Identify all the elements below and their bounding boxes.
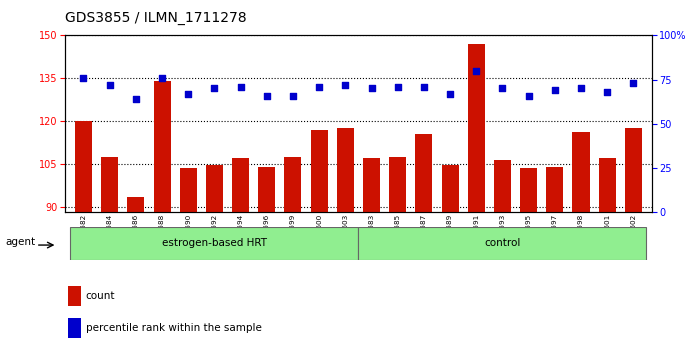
Point [130,96,141,102]
Point [209,86,220,91]
Point [549,87,560,93]
Bar [494,160,511,212]
Bar [68,318,81,338]
Bar [416,134,432,212]
Point [628,80,639,86]
Point [156,75,167,81]
Point [392,84,403,90]
Point [287,93,298,98]
Bar [285,157,301,212]
Bar [75,121,92,212]
Bar [442,165,458,212]
Point [523,93,534,98]
Point [471,68,482,74]
Bar [128,197,144,212]
Point [104,82,115,88]
Text: agent: agent [5,237,36,247]
Bar [232,158,249,212]
Bar [573,132,589,212]
Point [78,75,89,81]
Bar [311,130,328,212]
Point [497,86,508,91]
Bar [599,158,616,212]
Bar [625,128,642,212]
Point [182,91,193,97]
Bar [154,81,171,212]
Point [235,84,246,90]
Bar [259,167,275,212]
Bar [68,286,81,306]
Text: GDS3855 / ILMN_1711278: GDS3855 / ILMN_1711278 [65,11,247,25]
Point [340,82,351,88]
Bar [546,167,563,212]
Bar [363,158,380,212]
Point [576,86,587,91]
Point [261,93,272,98]
Text: percentile rank within the sample: percentile rank within the sample [86,323,261,333]
Text: control: control [484,238,521,249]
Point [366,86,377,91]
Bar [389,157,406,212]
Point [418,84,429,90]
Bar [337,128,354,212]
Text: estrogen-based HRT: estrogen-based HRT [162,238,267,249]
Bar [180,168,197,212]
Bar [71,227,358,260]
Bar [520,168,537,212]
Bar [358,227,646,260]
Text: count: count [86,291,115,301]
Bar [206,165,223,212]
Point [602,89,613,95]
Bar [468,44,485,212]
Point [314,84,324,90]
Point [445,91,456,97]
Bar [101,157,118,212]
